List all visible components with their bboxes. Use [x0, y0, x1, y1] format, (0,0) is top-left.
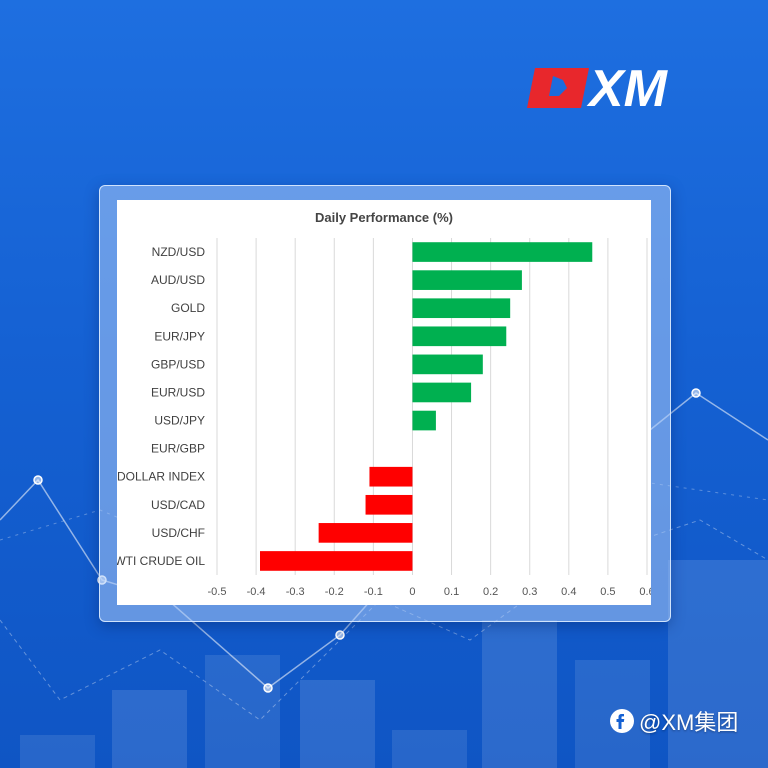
- x-tick-label: -0.3: [286, 586, 305, 598]
- x-tick-label: 0.1: [444, 586, 459, 598]
- x-tick-label: 0.6: [639, 586, 651, 598]
- chart-card: Daily Performance (%) NZD/USD AUD/USD GOLD…: [117, 200, 651, 605]
- category-label: USD/CHF: [152, 526, 205, 540]
- category-label: DOLLAR INDEX: [117, 470, 205, 484]
- category-label: EUR/JPY: [154, 329, 205, 343]
- category-label: NZD/USD: [152, 245, 206, 259]
- x-tick-label: 0.4: [561, 586, 576, 598]
- category-label: GBP/USD: [151, 357, 205, 371]
- bar: [318, 523, 413, 543]
- category-label: AUD/USD: [151, 273, 205, 287]
- category-label: USD/CAD: [151, 498, 205, 512]
- bar: [369, 466, 413, 487]
- bars: [260, 242, 593, 571]
- grid-lines: [216, 238, 648, 575]
- category-label: WTI CRUDE OIL: [117, 554, 205, 568]
- bar: [412, 410, 436, 431]
- x-tick-label: -0.2: [325, 586, 344, 598]
- bar: [365, 494, 413, 515]
- weibo-icon: [610, 709, 634, 733]
- x-tick-label: -0.4: [247, 586, 266, 598]
- bar: [412, 298, 511, 319]
- category-labels: NZD/USD AUD/USD GOLD EUR/JPY GBP/USD EUR/USD U…: [117, 245, 205, 568]
- x-axis-tick-labels: -0.5 -0.4 -0.3 -0.2 -0.1 0 0.1 0.2 0.3 0.4 0.5 0.6: [208, 586, 651, 598]
- category-label: GOLD: [171, 301, 205, 315]
- x-tick-label: 0: [409, 586, 415, 598]
- category-label: EUR/GBP: [151, 442, 205, 456]
- category-label: USD/JPY: [154, 414, 205, 428]
- x-tick-label: -0.5: [208, 586, 227, 598]
- bar: [412, 326, 507, 347]
- watermark-text: @XM集团: [639, 710, 739, 735]
- bar: [412, 382, 472, 403]
- chart-title: Daily Performance (%): [315, 210, 453, 225]
- x-tick-label: 0.2: [483, 586, 498, 598]
- x-tick-label: 0.3: [522, 586, 537, 598]
- bar: [412, 242, 593, 262]
- watermark: @XM集团: [609, 703, 738, 739]
- xm-logo-text: XM: [586, 60, 669, 116]
- x-tick-label: 0.5: [600, 586, 615, 598]
- xm-logo-mark: [527, 68, 589, 108]
- xm-logo: XM: [527, 60, 669, 116]
- bar-chart: Daily Performance (%) NZD/USD AUD/USD GOLD…: [117, 210, 651, 598]
- bar: [412, 354, 483, 375]
- bar: [260, 551, 413, 571]
- x-tick-label: -0.1: [364, 586, 383, 598]
- bar: [412, 270, 522, 290]
- category-label: EUR/USD: [151, 385, 205, 399]
